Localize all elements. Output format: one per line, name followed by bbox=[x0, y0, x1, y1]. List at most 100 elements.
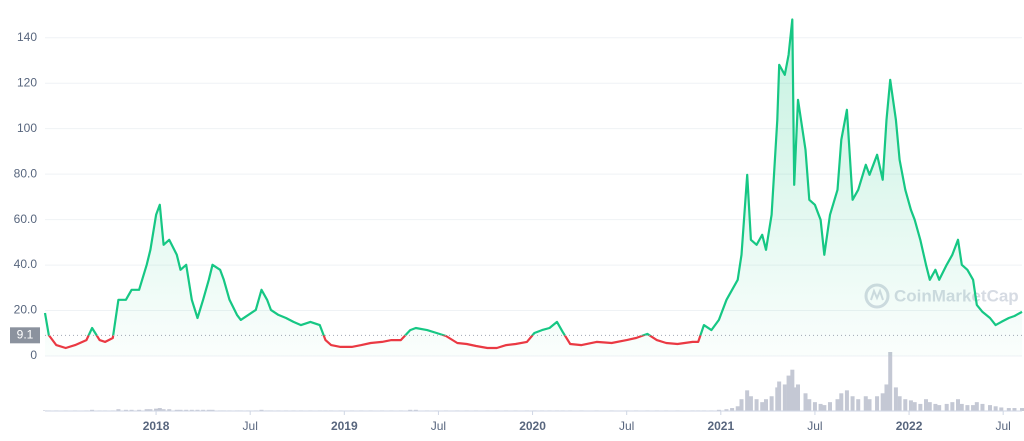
volume-bar bbox=[769, 396, 774, 411]
volume-bar bbox=[123, 409, 128, 411]
volume-bar bbox=[927, 402, 932, 411]
volume-bar bbox=[880, 393, 885, 411]
price-line bbox=[43, 18, 1023, 350]
volume-bar bbox=[812, 402, 817, 411]
volume-bar bbox=[792, 387, 797, 411]
y-tick-label: 40.0 bbox=[14, 257, 38, 271]
x-tick-label: 2021 bbox=[707, 419, 734, 433]
volume-bar bbox=[1020, 408, 1024, 411]
volume-bar bbox=[903, 399, 908, 411]
x-tick-label: Jul bbox=[619, 419, 634, 433]
volume-bar bbox=[777, 381, 782, 411]
volume-bar bbox=[974, 402, 979, 411]
volume-bar bbox=[129, 409, 134, 411]
volume-bar bbox=[835, 399, 840, 411]
y-tick-label: 100 bbox=[17, 121, 37, 135]
x-tick-label: 2018 bbox=[143, 419, 170, 433]
volume-bar bbox=[863, 396, 868, 411]
volume-bar bbox=[844, 390, 849, 411]
volume-bar bbox=[1012, 408, 1017, 411]
volume-bar bbox=[735, 406, 740, 411]
reference-label: 9.1 bbox=[17, 327, 34, 341]
x-tick-label: 2020 bbox=[519, 419, 546, 433]
y-tick-label: 120 bbox=[17, 75, 37, 89]
volume-bar bbox=[827, 402, 832, 411]
volume-bar bbox=[259, 409, 264, 411]
volume-bar bbox=[884, 384, 889, 411]
volume-bar bbox=[730, 408, 735, 411]
volume-bar bbox=[923, 399, 928, 411]
volume-bar bbox=[760, 402, 765, 411]
volume-bar bbox=[850, 396, 855, 411]
volume-bar bbox=[137, 409, 142, 411]
volume-bar bbox=[933, 403, 938, 411]
volume-bar bbox=[189, 409, 194, 411]
volume-bar bbox=[90, 409, 95, 411]
volume-bar bbox=[918, 403, 923, 411]
y-tick-label: 60.0 bbox=[14, 212, 38, 226]
volume-bar bbox=[999, 407, 1004, 411]
volume-bar bbox=[154, 408, 159, 411]
volume-bar bbox=[993, 406, 998, 411]
volume-bar bbox=[807, 399, 812, 411]
volume-bar bbox=[856, 399, 861, 411]
volume-bar bbox=[893, 387, 898, 411]
volume-bar bbox=[875, 396, 880, 411]
volume-bar bbox=[739, 399, 744, 411]
volume-bar bbox=[210, 409, 215, 411]
volume-bar bbox=[178, 409, 183, 411]
volume-bar bbox=[157, 408, 162, 411]
volume-bar bbox=[959, 403, 964, 411]
volume-bar bbox=[971, 405, 976, 411]
volume-bar bbox=[908, 400, 913, 411]
volume-bar bbox=[897, 396, 902, 411]
volume-bar bbox=[201, 409, 206, 411]
volume-bar bbox=[950, 402, 955, 411]
x-tick-label: 2019 bbox=[331, 419, 358, 433]
x-tick-label: Jul bbox=[431, 419, 446, 433]
volume-bar bbox=[987, 405, 992, 411]
volume-bar bbox=[408, 409, 413, 411]
volume-bar bbox=[144, 409, 149, 411]
y-tick-label: 140 bbox=[17, 30, 37, 44]
volume-bar bbox=[786, 375, 791, 411]
x-tick-label: Jul bbox=[807, 419, 822, 433]
volume-bar bbox=[763, 399, 768, 411]
volume-bar bbox=[174, 409, 179, 411]
x-tick-label: Jul bbox=[243, 419, 258, 433]
volume-bar bbox=[937, 405, 942, 411]
volume-bar bbox=[754, 399, 759, 411]
volume-bar bbox=[716, 409, 721, 411]
volume-bar bbox=[413, 409, 418, 411]
price-area bbox=[45, 19, 1022, 356]
volume-bar bbox=[944, 403, 949, 411]
volume-bar bbox=[161, 409, 166, 411]
volume-bar bbox=[184, 409, 189, 411]
volume-bar bbox=[867, 399, 872, 411]
y-tick-label: 80.0 bbox=[14, 166, 38, 180]
volume-bar bbox=[822, 405, 827, 411]
volume-bar bbox=[782, 384, 787, 411]
volume-bar bbox=[745, 390, 750, 411]
volume-bar bbox=[955, 399, 960, 411]
volume-bar bbox=[748, 396, 753, 411]
volume-bar bbox=[206, 409, 211, 411]
x-tick-label: 2022 bbox=[896, 419, 923, 433]
volume-bar bbox=[965, 405, 970, 411]
volume-bar bbox=[167, 409, 172, 411]
volume-bar bbox=[724, 409, 729, 411]
volume-bar bbox=[803, 393, 808, 411]
volume-bar bbox=[888, 352, 893, 411]
y-tick-label: 20.0 bbox=[14, 303, 38, 317]
volume-bar bbox=[1006, 408, 1011, 411]
volume-bar bbox=[195, 409, 200, 411]
volume-bar bbox=[980, 403, 985, 411]
y-tick-label: 0 bbox=[30, 348, 37, 362]
reference-label-box bbox=[10, 327, 40, 344]
volume-bar bbox=[839, 393, 844, 411]
volume-bar bbox=[148, 409, 153, 411]
x-tick-label: Jul bbox=[996, 419, 1011, 433]
volume-bar bbox=[116, 409, 121, 411]
volume-bar bbox=[795, 384, 800, 411]
